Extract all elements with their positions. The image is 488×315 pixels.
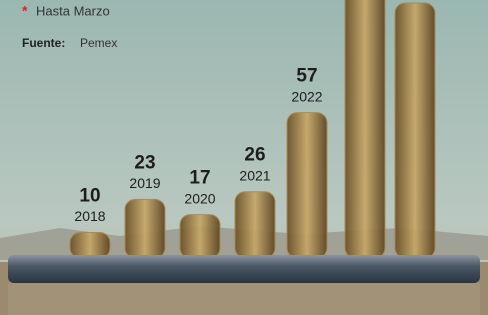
bar bbox=[70, 233, 110, 259]
value-label: 57 bbox=[296, 66, 317, 87]
x-tick-label: 2019 bbox=[129, 175, 160, 191]
x-tick-label: 2022 bbox=[291, 88, 322, 104]
chart: * Hasta Marzo Fuente: Pemex 102018 23 2019… bbox=[0, 0, 488, 315]
value-label: 10 bbox=[79, 186, 100, 207]
ground-front bbox=[8, 283, 480, 315]
value-label: 26 bbox=[244, 145, 265, 166]
note-marker: * bbox=[22, 3, 28, 19]
note: Hasta Marzo bbox=[36, 3, 110, 18]
source-label: Fuente: bbox=[22, 36, 65, 50]
source: Pemex bbox=[80, 36, 117, 50]
bar bbox=[395, 3, 435, 258]
x-tick-label: 2021 bbox=[239, 167, 270, 183]
bar bbox=[287, 113, 327, 258]
bar bbox=[345, 0, 385, 258]
bar bbox=[180, 215, 220, 258]
value-label: 17 bbox=[189, 168, 210, 189]
x-tick-label: 2018 bbox=[74, 208, 105, 224]
x-tick-label: 2020 bbox=[184, 190, 215, 206]
bar bbox=[125, 199, 165, 258]
value-label: 23 bbox=[134, 152, 155, 173]
bar bbox=[235, 192, 275, 258]
pipeline bbox=[8, 255, 480, 283]
